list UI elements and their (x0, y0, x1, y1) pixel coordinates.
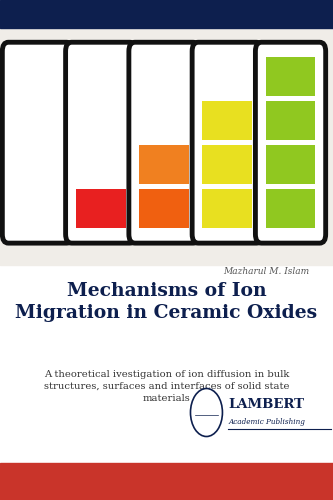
Bar (0, 28, 333, 265)
Bar (266, 57, 315, 96)
Bar (202, 101, 252, 140)
FancyBboxPatch shape (66, 42, 136, 243)
Text: Mazharul M. Islam: Mazharul M. Islam (223, 268, 310, 276)
Bar (139, 189, 189, 228)
Text: Academic Publishing: Academic Publishing (228, 418, 305, 426)
Bar (0, 0, 333, 28)
FancyBboxPatch shape (152, 42, 176, 52)
Text: Mechanisms of Ion
Migration in Ceramic Oxides: Mechanisms of Ion Migration in Ceramic O… (15, 282, 318, 322)
Text: LAMBERT: LAMBERT (228, 398, 304, 411)
FancyBboxPatch shape (192, 42, 262, 243)
Bar (76, 189, 126, 228)
FancyBboxPatch shape (215, 42, 239, 52)
FancyBboxPatch shape (2, 42, 73, 243)
Circle shape (193, 392, 220, 432)
FancyBboxPatch shape (255, 42, 326, 243)
Bar (266, 189, 315, 228)
Bar (139, 145, 189, 184)
FancyBboxPatch shape (26, 42, 49, 52)
Text: LAP: LAP (200, 406, 213, 411)
Bar (266, 101, 315, 140)
FancyBboxPatch shape (129, 42, 199, 243)
Bar (0, 462, 333, 500)
Bar (202, 189, 252, 228)
FancyBboxPatch shape (89, 42, 113, 52)
FancyBboxPatch shape (279, 42, 302, 52)
Bar (202, 145, 252, 184)
Text: A theoretical ivestigation of ion diffusion in bulk
structures, surfaces and int: A theoretical ivestigation of ion diffus… (44, 370, 289, 402)
Bar (266, 145, 315, 184)
